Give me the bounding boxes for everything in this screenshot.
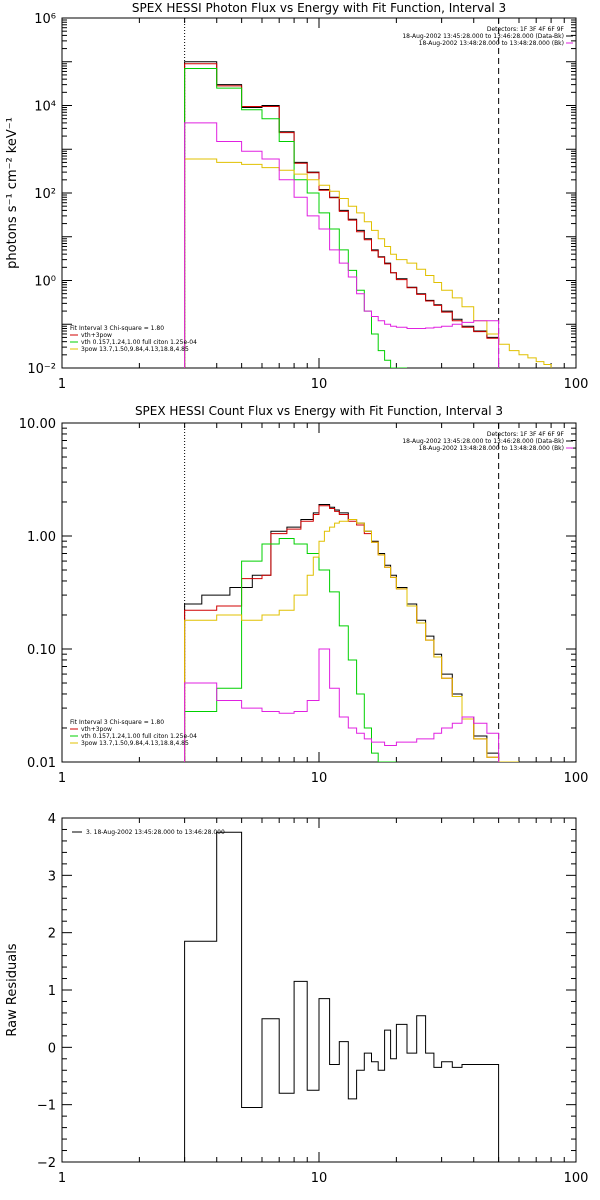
y-tick-label: 0.10 (27, 643, 56, 658)
legend-entry: 3pow 13.7,1.50,9.84,4.13,18.8,4.85 (81, 346, 189, 353)
chart-title: SPEX HESSI Photon Flux vs Energy with Fi… (132, 1, 506, 15)
x-tick-label: 100 (564, 1171, 589, 1186)
series-line-2 (184, 505, 500, 762)
series-line-5 (184, 648, 500, 762)
y-tick-label: 3 (48, 869, 56, 884)
y-tick-label: 10⁴ (34, 100, 56, 115)
y-tick-label: 4 (48, 812, 56, 827)
y-tick-label: 10.00 (19, 417, 56, 432)
x-tick-label: 1 (58, 377, 66, 392)
legend-entry: Detectors: 1F 3F 4F 6F 9F (487, 431, 565, 438)
series-line-1 (184, 831, 500, 1162)
series-line-1 (184, 504, 519, 762)
legend-entry: 18-Aug-2002 13:45:28.000 to 13:46:28.000… (402, 438, 564, 445)
y-tick-label: 10⁶ (34, 12, 56, 27)
series-line-1 (184, 61, 500, 368)
x-tick-label: 100 (564, 377, 589, 392)
legend-entry: 18-Aug-2002 13:48:28.000 to 13:48:28.000… (419, 445, 564, 452)
legend-entry: vth 0.157,1.24,1.00 full citon 1.25e-04 (81, 733, 197, 740)
chart-panel-1: SPEX HESSI Photon Flux vs Energy with Fi… (5, 1, 588, 392)
series-line-3 (184, 538, 397, 762)
x-tick-label: 100 (564, 771, 589, 786)
series-line-2 (184, 63, 500, 368)
y-tick-label: 1 (48, 984, 56, 999)
legend-entry: vth 0.157,1.24,1.00 full citon 1.25e-04 (81, 339, 197, 346)
x-tick-label: 10 (311, 771, 328, 786)
series-group (184, 61, 552, 368)
y-axis-label: Raw Residuals (5, 943, 20, 1036)
y-tick-label: −1 (37, 1099, 56, 1114)
legend-entry: Detectors: 1F 3F 4F 6F 9F (487, 26, 565, 33)
y-tick-label: 0.01 (27, 756, 56, 771)
legend-entry: Fit Interval 3 Chi-square = 1.80 (70, 325, 164, 332)
chart-panel-2: SPEX HESSI Count Flux vs Energy with Fit… (19, 404, 589, 786)
y-axis-label: photons s⁻¹ cm⁻² keV⁻¹ (5, 117, 20, 269)
series-line-3 (184, 68, 407, 368)
legend-entry: 18-Aug-2002 13:45:28.000 to 13:46:28.000… (402, 33, 564, 40)
legend-entry: vth+3pow (81, 726, 112, 733)
series-line-4 (184, 158, 552, 368)
y-tick-label: 2 (48, 927, 56, 942)
legend-entry: 3. 18-Aug-2002 13:45:28.000 to 13:46:28.… (86, 829, 225, 836)
x-tick-label: 10 (311, 377, 328, 392)
series-line-4 (184, 519, 519, 762)
series-group (184, 504, 519, 762)
y-tick-label: 10⁻² (27, 362, 56, 377)
y-tick-label: 10⁰ (34, 275, 56, 290)
legend-entry: 3pow 13.7,1.50,9.84,4.13,18.8,4.85 (81, 740, 189, 747)
x-tick-label: 1 (58, 1171, 66, 1186)
series-line-5 (184, 122, 500, 368)
x-tick-label: 1 (58, 771, 66, 786)
legend-entry: 18-Aug-2002 13:48:28.000 to 13:48:28.000… (419, 40, 564, 47)
y-tick-label: 0 (48, 1041, 56, 1056)
legend-entry: vth+3pow (81, 332, 112, 339)
series-group (184, 831, 500, 1162)
chart-title: SPEX HESSI Count Flux vs Energy with Fit… (135, 404, 503, 418)
x-tick-label: 10 (311, 1171, 328, 1186)
y-tick-label: 1.00 (27, 530, 56, 545)
chart-panel-3: 1 10 100 −2 −1 0 1 2 3 4 Raw Residuals 3. 18-Aug-20… (5, 812, 588, 1186)
y-tick-label: −2 (37, 1156, 56, 1171)
y-tick-label: 10² (34, 187, 56, 202)
legend-entry: Fit Interval 3 Chi-square = 1.80 (70, 719, 164, 726)
